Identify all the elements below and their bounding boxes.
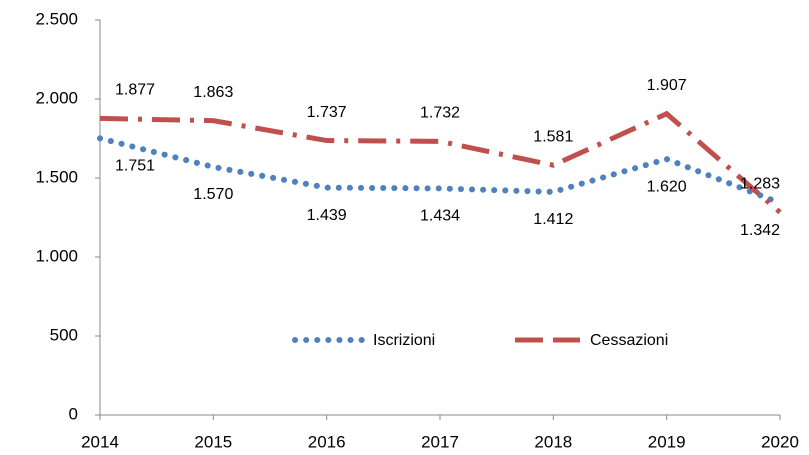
y-tick-label: 500 bbox=[50, 325, 78, 344]
legend-label: Iscrizioni bbox=[373, 332, 435, 349]
data-label: 1.732 bbox=[420, 105, 460, 122]
x-tick-label: 2018 bbox=[534, 432, 572, 451]
data-label: 1.737 bbox=[307, 104, 347, 121]
legend-label: Cessazioni bbox=[590, 332, 668, 349]
data-label: 1.877 bbox=[115, 82, 155, 99]
data-label: 1.863 bbox=[193, 84, 233, 101]
y-tick-label: 0 bbox=[69, 404, 78, 423]
data-label: 1.283 bbox=[740, 176, 780, 193]
data-label: 1.907 bbox=[647, 77, 687, 94]
data-label: 1.412 bbox=[533, 211, 573, 228]
data-label: 1.342 bbox=[740, 222, 780, 239]
data-label: 1.751 bbox=[115, 158, 155, 175]
data-label: 1.570 bbox=[193, 186, 233, 203]
data-label: 1.581 bbox=[533, 128, 573, 145]
y-tick-label: 1.000 bbox=[35, 246, 78, 265]
x-tick-label: 2015 bbox=[194, 432, 232, 451]
x-tick-label: 2014 bbox=[81, 432, 119, 451]
y-tick-label: 2.500 bbox=[35, 9, 78, 28]
x-tick-label: 2020 bbox=[761, 432, 799, 451]
series-line bbox=[99, 110, 782, 215]
y-tick-label: 1.500 bbox=[35, 167, 78, 186]
y-tick-label: 2.000 bbox=[35, 88, 78, 107]
x-tick-label: 2017 bbox=[421, 432, 459, 451]
x-tick-label: 2019 bbox=[648, 432, 686, 451]
data-label: 1.620 bbox=[647, 178, 687, 195]
x-tick-label: 2016 bbox=[308, 432, 346, 451]
series-line bbox=[97, 135, 783, 206]
data-label: 1.439 bbox=[307, 207, 347, 224]
data-label: 1.434 bbox=[420, 208, 460, 225]
